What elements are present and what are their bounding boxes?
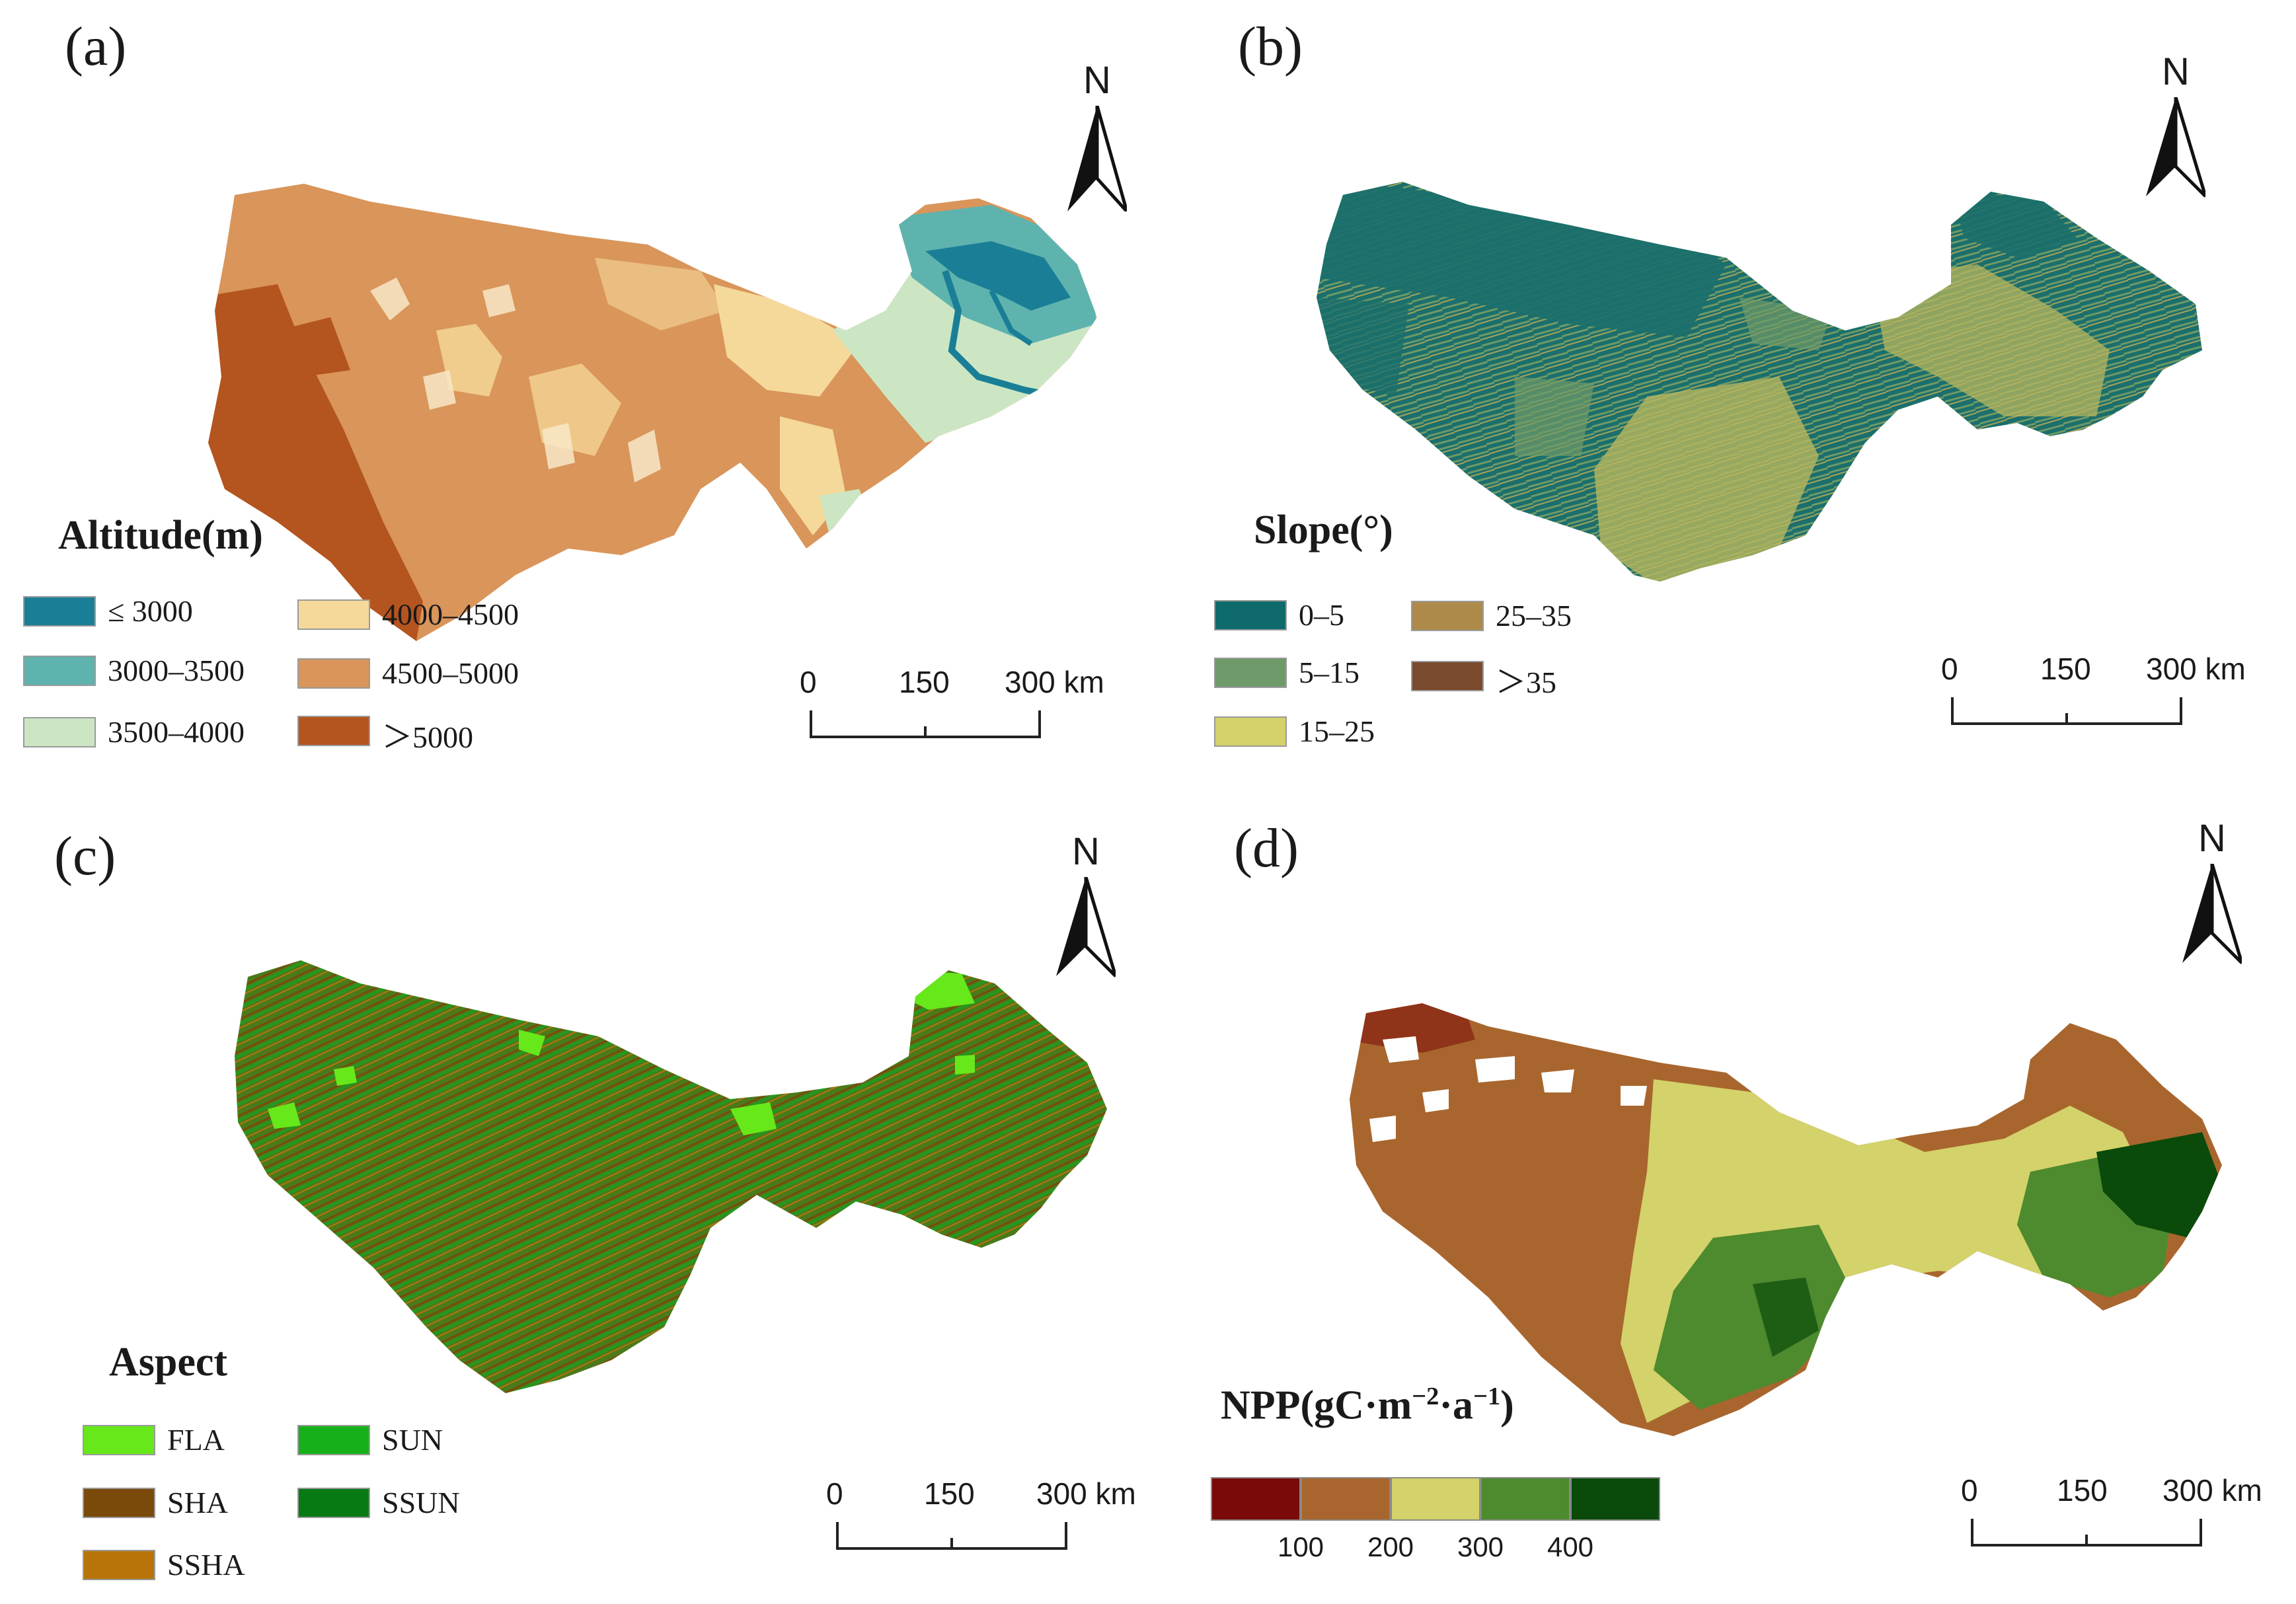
legend-title-a: Altitude(m): [58, 513, 263, 558]
legend-label: 25–35: [1496, 599, 1572, 632]
scale-bar-c: 0 150 300 km: [826, 1476, 1136, 1562]
legend-swatch: [83, 1488, 155, 1518]
scale-tick-150: 150: [924, 1476, 975, 1511]
npp-title-exp1: −2: [1412, 1383, 1439, 1410]
altitude-map: [208, 184, 1097, 641]
legend-swatch: [1214, 716, 1287, 747]
panel-c-aspect: (c) N: [0, 802, 1148, 1603]
legend-title-d: NPP(gC·m−2·a−1): [1221, 1382, 1514, 1430]
panel-label-b: (b): [1238, 16, 1303, 77]
npp-tick-100: 100: [1277, 1531, 1324, 1562]
legend-label: 3000–3500: [108, 654, 245, 687]
legend-label: 4000–4500: [382, 597, 519, 631]
npp-title-mid: ·a: [1439, 1383, 1474, 1428]
npp-color-cell-0: [1211, 1477, 1301, 1521]
scale-bar-line: [836, 1522, 1067, 1550]
npp-tick-400: 400: [1547, 1531, 1594, 1562]
north-arrow-a: N: [1061, 58, 1133, 211]
npp-color-cell-3: [1480, 1477, 1570, 1521]
npp-title-exp2: −1: [1473, 1383, 1501, 1410]
legend-title-b: Slope(°): [1254, 508, 1393, 553]
panel-label-d: (d): [1234, 818, 1299, 879]
scale-bar-b: 0 150 300 km: [1941, 651, 2246, 737]
panel-b-slope: (b) N: [1148, 0, 2296, 802]
north-arrow-d: N: [2176, 816, 2248, 968]
legend-label: ＞5000: [382, 720, 473, 754]
legend-label: 3500–4000: [108, 715, 245, 749]
north-arrow-c: N: [1050, 829, 1122, 981]
scale-tick-0: 0: [1961, 1473, 1978, 1508]
npp-title-end: ): [1500, 1383, 1514, 1428]
north-arrow-icon: [2146, 97, 2205, 198]
legend-swatch: [23, 656, 96, 686]
panel-a-altitude: (a) N: [0, 0, 1148, 802]
north-letter-d: N: [2198, 817, 2226, 860]
north-arrow-icon: [1067, 106, 1127, 211]
scale-tick-150: 150: [2040, 652, 2091, 686]
scale-tick-300: 300 km: [1005, 665, 1104, 699]
npp-tick-200: 200: [1367, 1531, 1414, 1562]
npp-title-base: NPP(gC·m: [1221, 1383, 1412, 1428]
legend-label: SSHA: [167, 1548, 245, 1582]
legend-swatch: [1214, 600, 1287, 630]
scale-bar-line: [1971, 1519, 2202, 1547]
scale-bar-d: 0 150 300 km: [1961, 1472, 2262, 1558]
npp-map: [1350, 1003, 2222, 1436]
legend-swatch: [297, 716, 370, 746]
legend-swatch: [1214, 658, 1287, 688]
legend-swatch: [83, 1550, 155, 1580]
legend-swatch: [23, 596, 96, 627]
legend-label: SHA: [167, 1486, 229, 1519]
legend-swatch: [297, 1488, 370, 1518]
slope-map: [1317, 182, 2202, 582]
legend-label: 5–15: [1299, 656, 1359, 689]
legend-label: ＞35: [1496, 666, 1556, 699]
scale-tick-300: 300 km: [2162, 1473, 2262, 1508]
panel-label-c: (c): [54, 825, 116, 887]
legend-swatch: [297, 658, 370, 689]
scale-tick-300: 300 km: [1036, 1476, 1136, 1511]
scale-bar-line: [1951, 697, 2182, 725]
scale-tick-0: 0: [1941, 652, 1958, 686]
aspect-map: [235, 960, 1107, 1393]
npp-tick-300: 300: [1457, 1531, 1504, 1562]
north-letter-c: N: [1072, 830, 1100, 873]
north-arrow-icon: [1056, 877, 1116, 977]
legend-label: 15–25: [1299, 714, 1375, 748]
legend-label: SUN: [382, 1423, 443, 1457]
legend-swatch: [297, 1425, 370, 1455]
legend-label: FLA: [167, 1423, 225, 1457]
scale-bar-a: 0 150 300 km: [800, 664, 1104, 750]
scale-tick-150: 150: [899, 665, 950, 699]
legend-title-c: Aspect: [109, 1340, 228, 1385]
legend-swatch: [23, 717, 96, 747]
scale-bar-line: [810, 710, 1041, 738]
north-arrow-icon: [2182, 864, 2242, 964]
north-arrow-b: N: [2139, 50, 2212, 202]
scale-tick-150: 150: [2057, 1473, 2108, 1508]
scale-tick-300: 300 km: [2146, 652, 2246, 686]
legend-swatch: [83, 1425, 155, 1455]
panel-d-npp: (d) N: [1148, 802, 2296, 1603]
legend-swatch: [297, 599, 370, 630]
npp-color-cell-4: [1570, 1477, 1660, 1521]
legend-swatch: [1411, 661, 1484, 691]
legend-label: SSUN: [382, 1486, 460, 1519]
scale-tick-0: 0: [826, 1476, 843, 1511]
legend-label: 0–5: [1299, 598, 1344, 632]
legend-label: ≤ 3000: [108, 594, 193, 628]
npp-color-cell-2: [1391, 1477, 1480, 1521]
north-letter-a: N: [1083, 59, 1111, 102]
legend-swatch: [1411, 601, 1484, 631]
north-letter-b: N: [2162, 50, 2190, 93]
legend-label: 4500–5000: [382, 656, 519, 690]
npp-colorbar: 100 200 300 400: [1211, 1477, 1667, 1570]
npp-color-cell-1: [1301, 1477, 1391, 1521]
panel-label-a: (a): [65, 16, 127, 77]
scale-tick-0: 0: [800, 665, 817, 699]
